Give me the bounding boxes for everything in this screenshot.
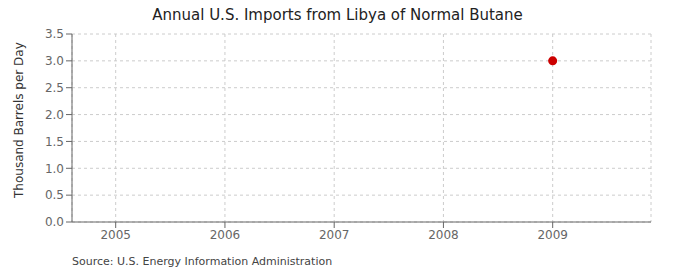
svg-text:0.0: 0.0 (45, 215, 64, 229)
svg-text:2009: 2009 (537, 228, 568, 242)
svg-text:1.5: 1.5 (45, 135, 64, 149)
html-text:Annual U.S. Imports from Libya: Annual U.S. Imports from Libya of Normal… (152, 6, 523, 24)
svg-text:3.5: 3.5 (45, 27, 64, 41)
svg-text:3.0: 3.0 (45, 54, 64, 68)
svg-text:1.0: 1.0 (45, 162, 64, 176)
html-text:Source: U.S. Energy Informatio: Source: U.S. Energy Information Administ… (72, 255, 333, 268)
svg-text:2.0: 2.0 (45, 108, 64, 122)
svg-text:2.5: 2.5 (45, 81, 64, 95)
svg-text:0.5: 0.5 (45, 188, 64, 202)
svg-text:2008: 2008 (428, 228, 459, 242)
svg-text:Thousand Barrels per Day: Thousand Barrels per Day (12, 42, 26, 199)
svg-text:2006: 2006 (210, 228, 241, 242)
svg-text:2007: 2007 (319, 228, 350, 242)
svg-text:2005: 2005 (100, 228, 131, 242)
